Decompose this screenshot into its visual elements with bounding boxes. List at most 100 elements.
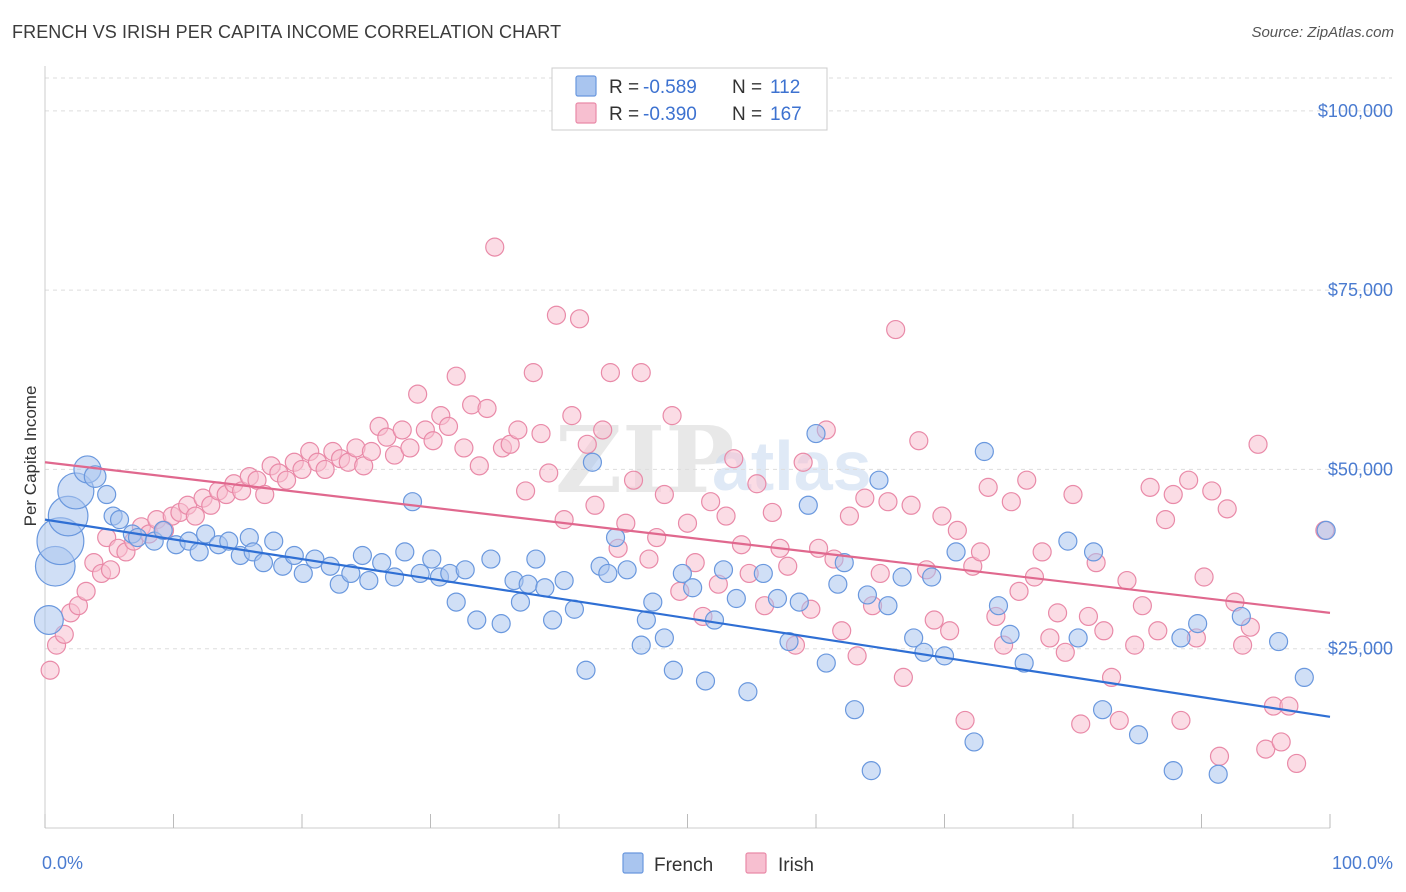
french-point-99 (1068, 628, 1088, 648)
irish-point-20 (185, 506, 205, 526)
x-tick-label-1: 100.0% (1332, 853, 1393, 873)
french-point-105 (1188, 614, 1208, 634)
french-point-50 (526, 549, 546, 569)
french-point-90 (922, 567, 942, 587)
irish-point-82 (662, 406, 682, 426)
irish-point-147 (1163, 484, 1183, 505)
irish-point-0 (40, 660, 60, 680)
french-point-110 (1316, 520, 1336, 540)
irish-point-74 (600, 363, 621, 383)
irish-point-63 (515, 481, 536, 501)
french-point-35 (384, 567, 405, 587)
legend-r-value-french: -0.589 (643, 77, 697, 98)
irish-point-114 (909, 431, 929, 451)
irish-point-47 (392, 420, 412, 440)
french-point-96 (1000, 624, 1020, 644)
legend-n-label-irish: N = (732, 104, 767, 125)
irish-point-130 (1032, 542, 1052, 562)
irish-point-71 (577, 434, 597, 454)
irish-point-48 (400, 438, 420, 458)
top-legend: R = -0.589 N = 112 R = -0.390 N = 167 (551, 67, 828, 131)
irish-point-126 (1001, 492, 1021, 512)
irish-point-67 (546, 305, 567, 325)
french-point-86 (878, 596, 898, 616)
french-point-95 (988, 596, 1009, 616)
legend-box (551, 67, 828, 131)
french-point-68 (695, 671, 716, 691)
irish-point-85 (685, 553, 705, 573)
legend-n-value-french: 112 (770, 77, 800, 98)
french-point-84 (861, 761, 881, 781)
irish-point-59 (485, 237, 505, 257)
french-point-33 (359, 570, 379, 591)
irish-point-136 (1078, 606, 1099, 627)
irish-point-143 (1132, 596, 1152, 616)
y-tick-label-0: $25,000 (1328, 639, 1393, 659)
legend-r-value-irish: -0.390 (643, 104, 697, 125)
french-point-51 (535, 578, 555, 598)
french-point-55 (576, 660, 596, 680)
french-point-97 (1014, 653, 1034, 673)
french-point-75 (779, 631, 799, 652)
irish-point-132 (1047, 603, 1068, 623)
irish-point-89 (716, 506, 736, 526)
irish-point-69 (562, 406, 582, 426)
irish-point-110 (878, 492, 898, 512)
irish-point-73 (593, 420, 613, 440)
irish-point-84 (677, 513, 698, 533)
french-point-7 (97, 484, 117, 505)
irish-point-159 (1256, 739, 1276, 759)
french-point-36 (395, 542, 415, 562)
french-point-38 (410, 563, 430, 584)
french-point-46 (491, 614, 511, 634)
french-point-53 (554, 570, 574, 591)
bottom-legend-swatch-irish (745, 852, 767, 874)
irish-point-79 (639, 549, 659, 569)
irish-point-77 (623, 470, 644, 490)
irish-point-105 (839, 506, 860, 526)
french-point-48 (510, 592, 531, 612)
irish-point-55 (454, 438, 474, 458)
irish-point-116 (924, 610, 944, 630)
irish-point-145 (1148, 621, 1168, 641)
bottom-legend-label-irish: Irish (778, 855, 814, 876)
french-point-100 (1083, 542, 1104, 562)
french-point-74 (767, 588, 788, 609)
french-point-6 (83, 465, 107, 489)
irish-point-119 (947, 520, 967, 540)
irish-point-128 (1017, 470, 1037, 490)
irish-point-135 (1071, 714, 1091, 734)
legend-r-label-irish: R = (609, 104, 644, 125)
y-tick-label-2: $75,000 (1328, 280, 1393, 300)
trendlines (44, 461, 1331, 718)
irish-point-152 (1202, 481, 1222, 501)
french-point-89 (914, 642, 934, 662)
french-point-43 (455, 560, 475, 580)
french-point-69 (704, 610, 725, 630)
french-point-85 (869, 470, 889, 490)
french-point-24 (264, 531, 284, 551)
irish-point-140 (1109, 710, 1129, 731)
french-point-59 (605, 527, 626, 548)
irish-point-99 (793, 452, 813, 472)
french-point-103 (1163, 761, 1183, 781)
bottom-legend-swatch-french (622, 852, 644, 874)
irish-point-70 (569, 309, 590, 329)
irish-point-49 (408, 384, 428, 404)
french-point-76 (789, 592, 809, 612)
french-point-44 (467, 610, 487, 630)
irish-point-158 (1248, 434, 1268, 454)
irish-point-107 (855, 488, 875, 508)
irish-point-109 (870, 563, 890, 584)
french-point-78 (806, 423, 826, 444)
irish-point-118 (940, 621, 960, 641)
irish-point-51 (423, 431, 443, 451)
french-point-19 (219, 531, 239, 551)
irish-point-87 (701, 492, 721, 512)
french-point-67 (683, 578, 703, 598)
irish-point-46 (384, 445, 405, 465)
french-point-60 (617, 560, 637, 580)
french-point-11 (127, 527, 148, 548)
irish-point-134 (1063, 484, 1083, 505)
